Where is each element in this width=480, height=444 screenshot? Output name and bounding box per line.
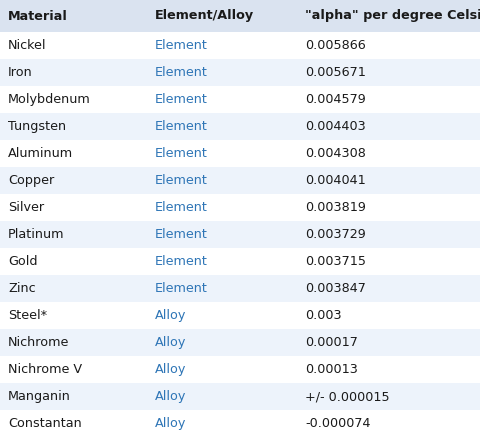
Text: 0.004579: 0.004579	[305, 93, 366, 106]
Text: Alloy: Alloy	[155, 309, 186, 322]
Text: 0.003819: 0.003819	[305, 201, 366, 214]
Bar	[0, 0, 480, 32]
Text: 0.004403: 0.004403	[305, 120, 366, 133]
Bar	[0, 302, 480, 329]
Text: Element: Element	[155, 255, 208, 268]
Text: Element: Element	[155, 174, 208, 187]
Text: Steel*: Steel*	[8, 309, 47, 322]
Text: 0.003715: 0.003715	[305, 255, 366, 268]
Text: Alloy: Alloy	[155, 336, 186, 349]
Text: Nichrome V: Nichrome V	[8, 363, 82, 376]
Text: Platinum: Platinum	[8, 228, 64, 241]
Text: Element: Element	[155, 93, 208, 106]
Text: Constantan: Constantan	[8, 417, 82, 430]
Text: Element: Element	[155, 201, 208, 214]
Bar	[0, 410, 480, 437]
Text: Element: Element	[155, 228, 208, 241]
Text: Aluminum: Aluminum	[8, 147, 73, 160]
Text: Alloy: Alloy	[155, 417, 186, 430]
Text: Iron: Iron	[8, 66, 33, 79]
Text: Tungsten: Tungsten	[8, 120, 66, 133]
Text: "alpha" per degree Celsius: "alpha" per degree Celsius	[305, 9, 480, 23]
Text: 0.003: 0.003	[305, 309, 342, 322]
Text: Silver: Silver	[8, 201, 44, 214]
Text: Nichrome: Nichrome	[8, 336, 70, 349]
Bar	[0, 86, 480, 113]
Text: Copper: Copper	[8, 174, 54, 187]
Text: Material: Material	[8, 9, 68, 23]
Text: 0.005671: 0.005671	[305, 66, 366, 79]
Text: Element: Element	[155, 147, 208, 160]
Text: 0.00013: 0.00013	[305, 363, 358, 376]
Bar	[0, 194, 480, 221]
Text: Molybdenum: Molybdenum	[8, 93, 91, 106]
Bar	[0, 248, 480, 275]
Text: +/- 0.000015: +/- 0.000015	[305, 390, 390, 403]
Bar	[0, 383, 480, 410]
Bar	[0, 32, 480, 59]
Bar	[0, 167, 480, 194]
Text: 0.004041: 0.004041	[305, 174, 366, 187]
Bar	[0, 140, 480, 167]
Text: Element/Alloy: Element/Alloy	[155, 9, 254, 23]
Text: Zinc: Zinc	[8, 282, 36, 295]
Bar	[0, 356, 480, 383]
Bar	[0, 329, 480, 356]
Text: -0.000074: -0.000074	[305, 417, 371, 430]
Bar	[0, 221, 480, 248]
Text: Alloy: Alloy	[155, 390, 186, 403]
Text: Element: Element	[155, 120, 208, 133]
Text: Element: Element	[155, 66, 208, 79]
Text: 0.005866: 0.005866	[305, 39, 366, 52]
Bar	[0, 59, 480, 86]
Text: 0.004308: 0.004308	[305, 147, 366, 160]
Text: Nickel: Nickel	[8, 39, 47, 52]
Text: Alloy: Alloy	[155, 363, 186, 376]
Text: 0.003847: 0.003847	[305, 282, 366, 295]
Text: 0.003729: 0.003729	[305, 228, 366, 241]
Bar	[0, 113, 480, 140]
Text: Manganin: Manganin	[8, 390, 71, 403]
Text: Gold: Gold	[8, 255, 37, 268]
Text: 0.00017: 0.00017	[305, 336, 358, 349]
Bar	[0, 275, 480, 302]
Text: Element: Element	[155, 39, 208, 52]
Text: Element: Element	[155, 282, 208, 295]
